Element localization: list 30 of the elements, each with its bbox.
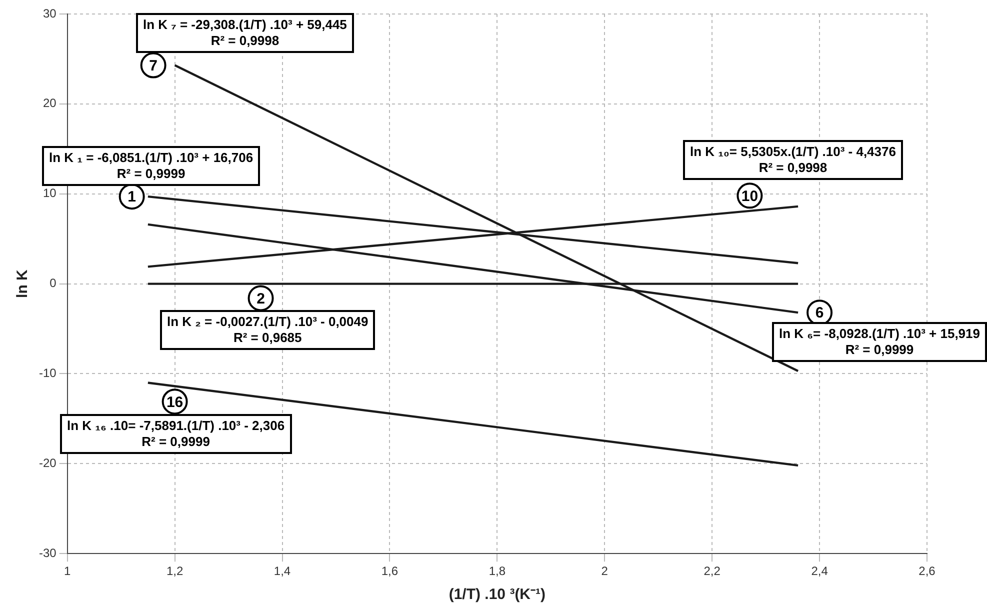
y-axis-title: ln K (14, 269, 32, 298)
annotation: ln K ₁₆ .10= -7,5891.(1/T) .10³ - 2,306 R² = 0,9999 (60, 414, 292, 454)
y-tick-label: -30 (39, 546, 57, 560)
x-tick-label: 1,6 (381, 564, 398, 578)
x-tick-label: 1,8 (488, 564, 506, 578)
y-tick-label: -10 (39, 366, 57, 380)
x-tick-label: 1,2 (166, 564, 184, 578)
x-tick-label: 2,2 (704, 564, 721, 578)
x-tick-label: 1 (64, 564, 71, 578)
annotation: 7 (149, 57, 158, 74)
x-tick-label: 2,4 (811, 564, 828, 578)
annotation: 6 (815, 304, 824, 322)
annotation: ln K ₁ = -6,0851.(1/T) .10³ + 16,706 R² = 0,9999 (42, 146, 260, 186)
annotation: 1 (128, 188, 136, 206)
annotation: 16 (166, 394, 184, 411)
annotation: 10 (741, 188, 758, 205)
y-tick-label: 0 (50, 276, 57, 290)
annotation: ln K ₂ = -0,0027.(1/T) .10³ - 0,0049 R² = 0,9685 (160, 310, 376, 350)
annotation: ln K ₇ = -29,308.(1/T) .10³ + 59,445 R² = 0,9998 (136, 13, 354, 53)
y-tick-label: 10 (42, 186, 57, 200)
annotation: ln K ₁₀= 5,5305x.(1/T) .10³ - 4,4376 R² = 0,9998 (683, 140, 903, 180)
annotation: 2 (256, 290, 265, 308)
x-tick-label: 2,6 (918, 564, 936, 578)
y-tick-label: -20 (39, 456, 57, 470)
x-axis-title: (1/T) .10 ³(K⁻¹) (448, 586, 546, 604)
y-tick-label: 20 (42, 96, 57, 110)
x-tick-label: 2 (601, 564, 608, 578)
annotation: ln K ₆= -8,0928.(1/T) .10³ + 15,919 R² = 0,9999 (772, 322, 987, 362)
x-tick-label: 1,4 (274, 564, 291, 578)
y-tick-label: 30 (42, 6, 57, 20)
